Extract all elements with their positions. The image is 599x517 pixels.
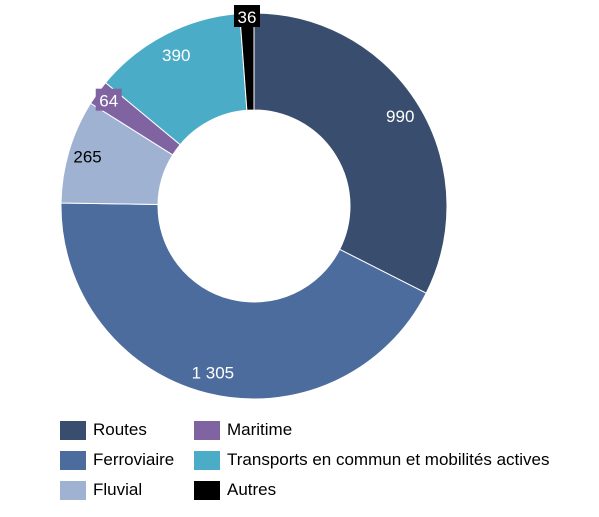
slice-routes [253, 12, 448, 294]
legend-swatch-maritime [194, 420, 220, 440]
legend-item-autres: Autres [194, 478, 276, 502]
legend: Routes Ferroviaire Fluvial Maritime Tran… [60, 418, 599, 514]
legend-swatch-routes [60, 420, 86, 440]
legend-label-ferroviaire: Ferroviaire [93, 450, 175, 469]
donut-value-labels: 990 1 305 265 64 390 36 [73, 5, 414, 383]
legend-item-fluvial: Fluvial [60, 478, 142, 502]
legend-item-maritime: Maritime [194, 418, 292, 442]
legend-swatch-autres [194, 480, 220, 500]
value-label-routes: 990 [386, 107, 414, 126]
value-label-box-maritime [95, 88, 122, 111]
legend-label-transports-en-commun: Transports en commun et mobilités active… [227, 450, 550, 469]
legend-item-ferroviaire: Ferroviaire [60, 448, 174, 472]
donut-slices [60, 12, 448, 400]
legend-item-transports-en-commun: Transports en commun et mobilités active… [194, 448, 550, 472]
legend-label-fluvial: Fluvial [93, 480, 143, 499]
value-label-autres: 36 [238, 8, 257, 27]
legend-swatch-ferroviaire [60, 450, 86, 470]
legend-label-autres: Autres [227, 480, 277, 499]
value-label-transports-en-commun-et-mobilites-actives: 390 [162, 46, 190, 65]
legend-swatch-transports-en-commun [194, 450, 220, 470]
legend-swatch-fluvial [60, 480, 86, 500]
value-label-box-autres [233, 5, 260, 28]
donut-chart: 990 1 305 265 64 390 36 [60, 5, 448, 400]
legend-label-routes: Routes [93, 420, 147, 439]
legend-item-routes: Routes [60, 418, 147, 442]
legend-label-maritime: Maritime [227, 420, 293, 439]
value-label-ferroviaire: 1 305 [192, 364, 235, 383]
value-label-fluvial: 265 [73, 148, 101, 167]
value-label-maritime: 64 [99, 92, 118, 111]
slice-ferroviaire [60, 202, 427, 400]
